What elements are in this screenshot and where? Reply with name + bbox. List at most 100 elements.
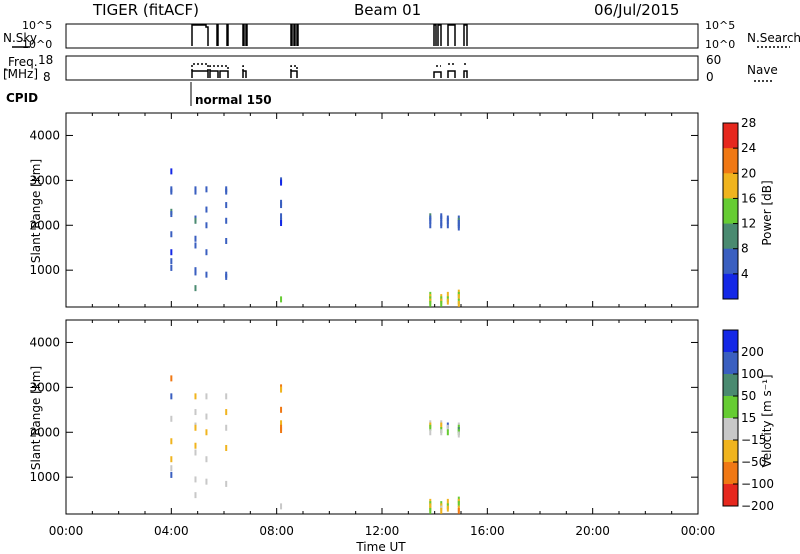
power-data-point <box>225 237 228 244</box>
power-colorbar-tick-label: 28 <box>741 116 756 130</box>
power-data-point <box>440 300 443 307</box>
velocity-data-point <box>205 429 208 436</box>
velocity-data-point <box>170 393 173 400</box>
time-tick-label: 20:00 <box>575 524 610 538</box>
cpid-program: normal 150 <box>195 93 272 107</box>
power-data-point <box>446 217 449 224</box>
nsky-trace <box>191 24 468 46</box>
time-tick-label: 00:00 <box>49 524 84 538</box>
velocity-data-point <box>440 429 443 436</box>
time-tick-label: 16:00 <box>470 524 505 538</box>
power-colorbar-segment <box>723 248 738 275</box>
power-data-point <box>194 269 197 276</box>
power-axes: 1000 2000 3000 4000 <box>29 113 699 307</box>
velocity-data-point <box>457 507 460 514</box>
velocity-colorbar-segment <box>723 484 738 507</box>
velocity-data-point <box>225 444 228 451</box>
power-data-point <box>280 202 283 209</box>
power-data-point <box>194 235 197 242</box>
power-data-point <box>205 186 208 193</box>
velocity-ytick-label: 4000 <box>29 335 60 349</box>
freq-tick-low: 8 <box>43 70 51 84</box>
velocity-data-point <box>429 507 432 514</box>
nsky-label: N.Sky <box>3 31 37 45</box>
power-data-point <box>194 188 197 195</box>
power-colorbar-segment <box>723 223 738 250</box>
power-colorbar-tick-label: 4 <box>741 267 749 281</box>
power-data-point <box>446 291 449 298</box>
power-data-point <box>205 206 208 213</box>
power-colorbar-label: Power [dB] <box>760 180 774 245</box>
velocity-data-point <box>440 507 443 514</box>
time-axis-label: Time UT <box>355 540 406 554</box>
nsearch-label: N.Search <box>747 31 800 45</box>
velocity-data-point <box>429 429 432 436</box>
nsky-tick-high: 10^5 <box>22 19 52 32</box>
velocity-data-point <box>194 393 197 400</box>
power-colorbar-tick-label: 8 <box>741 242 749 256</box>
power-colorbar: 4 8 12 16 20 24 28 <box>722 116 756 300</box>
freq-label: Freq. <box>8 55 38 69</box>
freq-tick-high: 18 <box>38 53 53 67</box>
nsearch-tick-low: 10^0 <box>705 38 735 51</box>
nave-trace <box>191 63 467 71</box>
cpid-panel: CPID normal 150 <box>6 82 272 107</box>
velocity-data-point <box>280 503 283 510</box>
velocity-data-point <box>280 420 283 427</box>
power-data-point <box>170 168 173 175</box>
velocity-colorbar-segment <box>723 462 738 485</box>
power-colorbar-segment <box>723 173 738 199</box>
velocity-data-point <box>280 427 283 434</box>
time-axis: 00:00 04:00 08:00 12:00 16:00 20:00 00:00 <box>49 524 716 538</box>
power-data-point <box>225 202 228 209</box>
power-ytick-label: 3000 <box>29 173 60 187</box>
velocity-data-point <box>457 501 460 508</box>
power-data-point <box>205 222 208 229</box>
velocity-ytick-label: 1000 <box>29 470 60 484</box>
power-data-point <box>205 271 208 278</box>
velocity-data-point <box>446 505 449 512</box>
velocity-data-point <box>446 429 449 436</box>
velocity-data-point <box>170 375 173 382</box>
power-frame <box>65 112 699 308</box>
velocity-data-point <box>429 424 432 431</box>
time-tick-label: 12:00 <box>365 524 400 538</box>
velocity-colorbar-segment <box>723 374 738 397</box>
velocity-frame <box>65 319 699 515</box>
velocity-data-point <box>225 409 228 416</box>
time-tick-label: 04:00 <box>154 524 189 538</box>
power-data-point <box>446 298 449 305</box>
velocity-data-point <box>280 386 283 393</box>
velocity-colorbar-tick-label: −200 <box>741 499 774 513</box>
velocity-colorbar-tick-label: −50 <box>741 455 766 469</box>
power-data-point <box>457 300 460 307</box>
freq-frame <box>65 55 699 81</box>
velocity-colorbar-tick-label: 200 <box>741 345 764 359</box>
power-data-point <box>170 188 173 195</box>
power-marks <box>170 168 460 307</box>
velocity-data-point <box>194 492 197 499</box>
velocity-data-point <box>170 438 173 445</box>
velocity-data-point <box>446 498 449 505</box>
power-colorbar-tick-label: 24 <box>741 141 756 155</box>
power-ylabel: Slant Range [km] <box>29 159 43 263</box>
power-data-point <box>170 264 173 271</box>
velocity-data-point <box>440 422 443 429</box>
power-ytick-label: 4000 <box>29 128 60 142</box>
cpid-label: CPID <box>6 91 38 105</box>
velocity-ytick-label: 2000 <box>29 425 60 439</box>
velocity-data-point <box>205 413 208 420</box>
velocity-data-point <box>446 424 449 431</box>
power-colorbar-tick-label: 16 <box>741 191 756 205</box>
power-data-point <box>440 222 443 229</box>
radar-title: TIGER (fitACF) <box>92 1 199 19</box>
nave-label: Nave <box>747 63 778 77</box>
power-data-point <box>457 224 460 231</box>
date-label: 06/Jul/2015 <box>594 1 679 19</box>
power-data-point <box>429 217 432 224</box>
velocity-data-point <box>225 424 228 431</box>
velocity-panel: 1000 2000 3000 4000 Slant Range [km] 200 100… <box>29 319 774 515</box>
velocity-colorbar-tick-label: 50 <box>741 389 756 403</box>
nsky-panel: N.Sky 10^5 10^0 10^5 10^0 N.Search <box>3 19 800 51</box>
